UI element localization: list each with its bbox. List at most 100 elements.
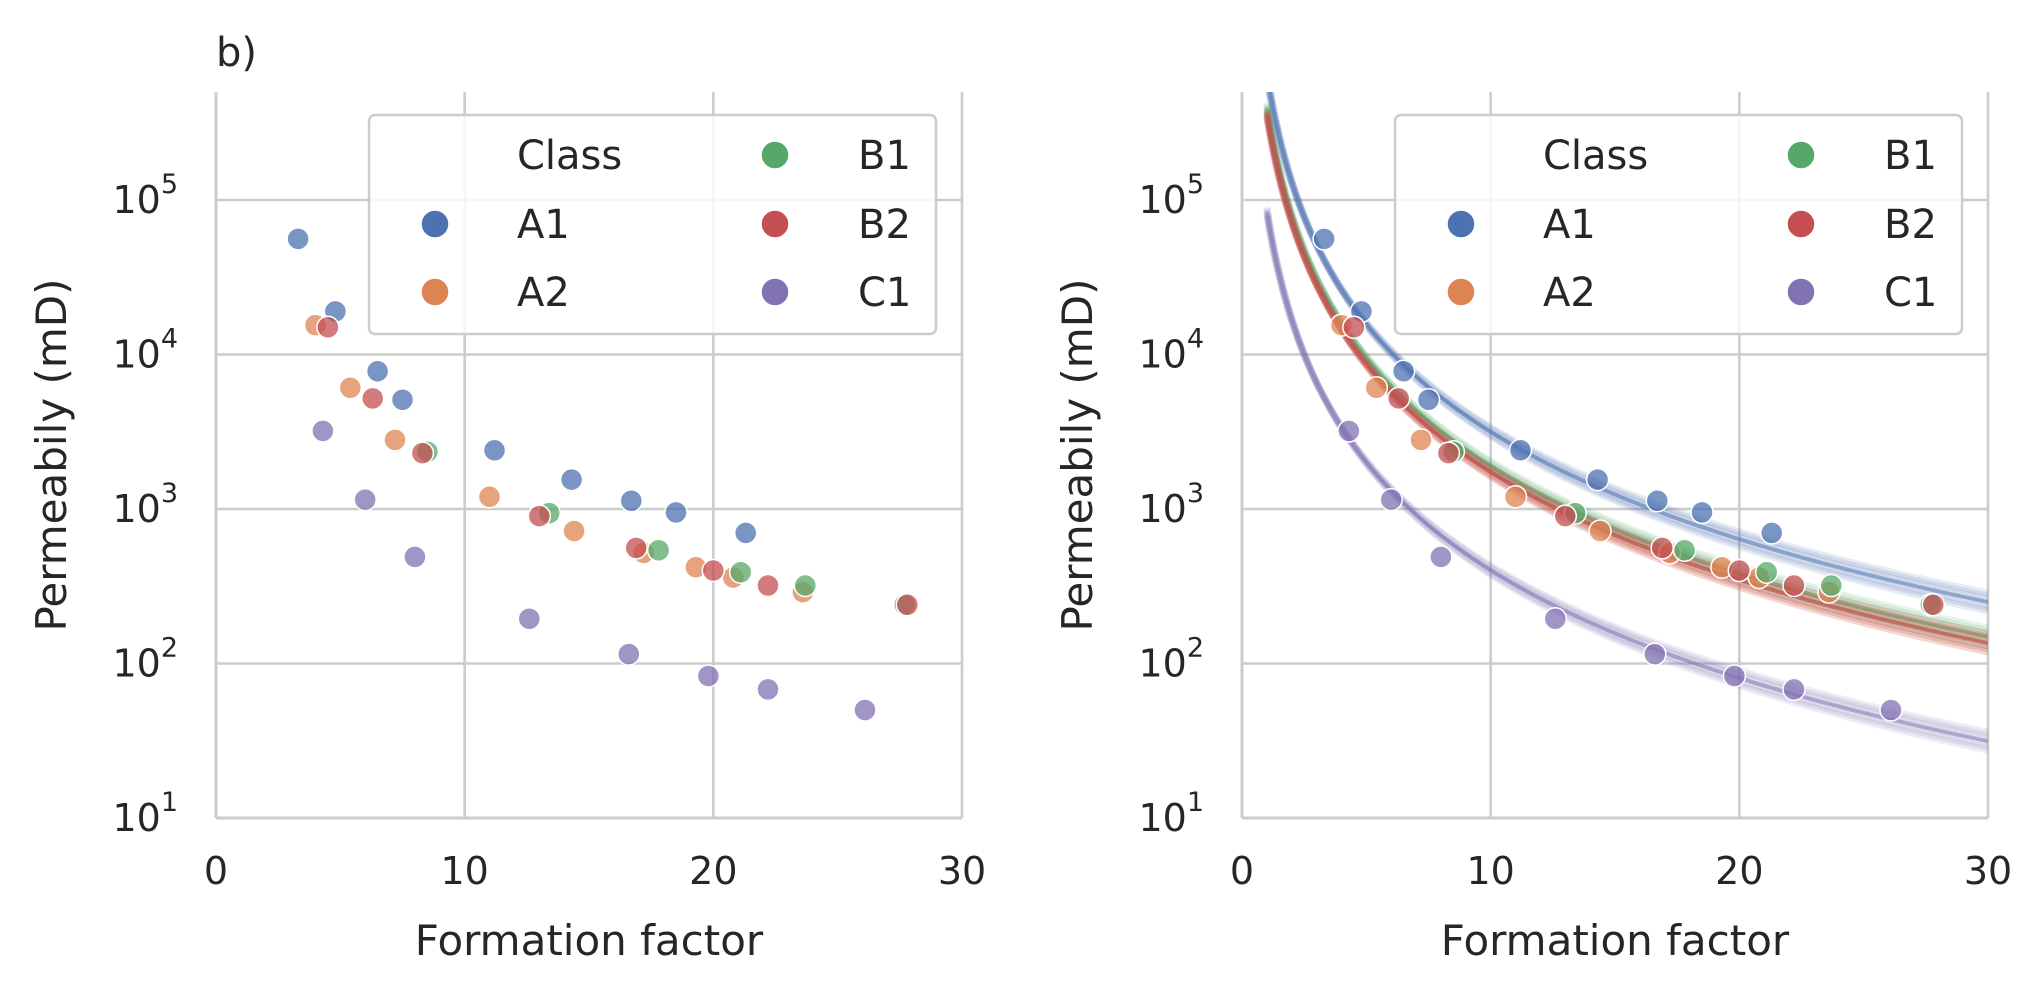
legend-label-A1: A1 [1543,202,1596,248]
point-B1 [728,560,753,584]
y-tick-label: 105 [1138,169,1204,222]
legend-marker-B1 [1786,140,1816,170]
legend-marker-B2 [1786,209,1816,239]
point-C1 [1379,487,1403,512]
point-B2 [360,386,385,411]
point-B2 [1782,573,1806,598]
y-tick-base: 10 [112,178,160,222]
y-tick-base: 10 [1138,332,1186,376]
point-C1 [403,545,427,569]
x-tick-label: 0 [204,849,228,893]
point-A2 [477,485,502,509]
x-axis-label: Formation factor [415,916,764,965]
y-tick-base: 10 [1138,796,1186,840]
point-C1 [517,606,542,631]
legend-label-B2: B2 [1884,202,1937,248]
point-A1 [1508,438,1533,463]
point-C1 [1879,698,1903,722]
point-A2 [562,519,586,543]
fit-curve-A1 [1266,92,1988,612]
x-tick-label: 30 [938,849,986,893]
point-C1 [1782,677,1806,702]
y-tick-exponent: 4 [161,323,178,354]
point-B2 [1436,441,1461,465]
legend-title: Class [1543,133,1648,179]
fit-curve-B1 [1264,106,1988,639]
x-tick-label: 30 [1964,849,2012,893]
panel-label: b) [216,30,257,76]
point-B2 [1553,504,1578,528]
y-tick-base: 10 [1138,178,1186,222]
point-B1 [793,573,818,598]
point-A1 [390,387,415,412]
x-tick-label: 10 [1466,849,1514,893]
y-tick-label: 103 [112,478,178,531]
y-tick-label: 101 [112,787,178,840]
legend-marker-C1 [760,277,790,307]
point-A1 [1585,467,1610,492]
fit-curve-A1 [1266,92,1988,609]
point-B2 [316,315,340,340]
y-tick-exponent: 1 [1187,787,1204,818]
legend-label-A2: A2 [1543,270,1596,316]
point-B2 [527,504,552,528]
legend-label-B1: B1 [858,133,911,179]
legend-label-A1: A1 [517,202,570,248]
point-B2 [1386,386,1411,411]
y-tick-label: 105 [112,169,178,222]
y-tick-exponent: 3 [1187,478,1204,509]
point-B1 [1672,538,1697,563]
fit-curve-A1 [1267,92,1988,615]
legend-label-C1: C1 [858,270,911,316]
legend-marker-B1 [760,140,790,170]
y-tick-base: 10 [112,487,160,531]
point-A1 [1391,359,1416,383]
point-C1 [1429,545,1453,569]
point-B1 [1754,560,1779,584]
legend-marker-B2 [760,209,790,239]
point-C1 [1543,606,1568,631]
point-A1 [286,227,310,251]
y-tick-label: 103 [1138,478,1204,531]
point-B1 [1819,573,1844,598]
point-A2 [338,375,363,400]
point-A1 [1645,489,1670,513]
y-tick-label: 104 [1138,323,1204,376]
point-A2 [1588,519,1612,543]
point-C1 [1643,642,1667,666]
point-C1 [311,419,335,443]
legend-marker-A1 [1446,209,1476,239]
y-tick-exponent: 2 [1187,632,1204,663]
legend-label-C1: C1 [1884,270,1937,316]
legend: Class A1 A2 B1 B2 C1 [1393,113,1964,336]
scatter-points [286,227,920,722]
legend-box [367,113,938,336]
legend-marker-A2 [1446,277,1476,307]
x-axis-label: Formation factor [1441,916,1790,965]
point-B2 [895,593,920,617]
point-B2 [1650,536,1674,560]
y-tick-exponent: 1 [161,787,178,818]
point-A1 [733,521,758,545]
point-A1 [559,467,584,492]
point-A2 [1503,485,1528,509]
x-tick-label: 20 [689,849,737,893]
point-B2 [756,573,780,598]
legend-box [1393,113,1964,336]
y-axis-label: Permeabily (mD) [1053,279,1102,632]
point-C1 [1722,664,1747,688]
point-C1 [853,698,877,722]
y-tick-base: 10 [1138,487,1186,531]
point-C1 [1337,419,1361,443]
point-A1 [664,500,688,525]
point-A2 [1409,428,1433,452]
point-B2 [1727,558,1752,583]
y-tick-label: 102 [1138,632,1204,685]
fit-curve-C1 [1263,208,1988,751]
point-A1 [1312,227,1336,251]
y-tick-base: 10 [112,641,160,685]
point-B2 [410,441,435,465]
legend-marker-A2 [420,277,450,307]
point-C1 [756,677,780,702]
